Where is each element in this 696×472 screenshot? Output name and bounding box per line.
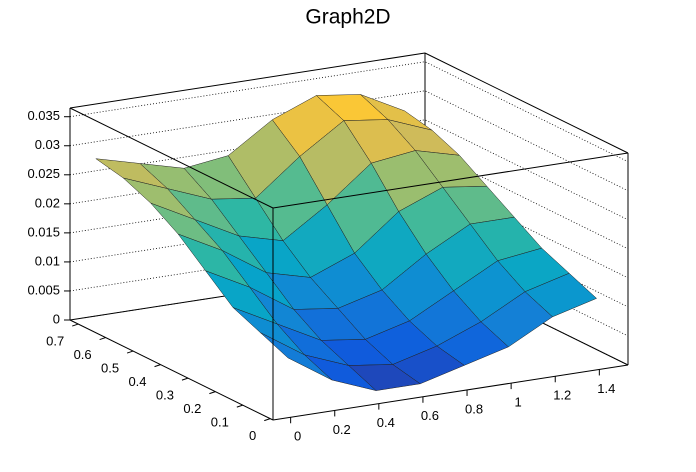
z-tick-label: 0.01 — [35, 253, 60, 268]
y-tick-label: 0.2 — [183, 401, 201, 416]
z-tick-label: 0.025 — [27, 166, 60, 181]
y-tick — [126, 350, 134, 354]
box-edge — [69, 319, 274, 421]
chart-title: Graph2D — [305, 6, 390, 29]
box-edge — [272, 364, 629, 421]
y-tick — [72, 323, 79, 327]
grid-line — [69, 61, 629, 163]
grid-line — [69, 177, 629, 279]
z-tick-label: 0.03 — [35, 137, 60, 152]
grid-line — [69, 90, 629, 192]
y-tick — [99, 337, 106, 341]
grid-line — [69, 148, 629, 250]
y-tick-label: 0.3 — [156, 388, 174, 403]
box-edge — [69, 107, 274, 209]
grid-line — [69, 119, 629, 221]
surface-cell — [260, 332, 333, 381]
y-tick — [209, 391, 216, 395]
y-tick-label: 0.4 — [128, 374, 146, 389]
y-tick-label: 0.7 — [46, 333, 64, 348]
z-tick-label: 0.015 — [27, 224, 60, 239]
box-edge — [272, 152, 629, 209]
x-tick-label: 0.8 — [465, 401, 483, 416]
grid-line — [69, 264, 629, 366]
x-tick-label: 0 — [294, 429, 301, 444]
z-tick-label: 0.02 — [35, 195, 60, 210]
y-tick — [236, 404, 243, 408]
y-tick-label: 0.1 — [211, 415, 229, 430]
box-edge — [424, 52, 629, 154]
x-tick-label: 0.2 — [333, 422, 351, 437]
y-tick-label: 0.6 — [74, 347, 92, 362]
box-edge — [69, 52, 426, 109]
y-tick-label: 0 — [249, 428, 256, 443]
x-tick-label: 0.4 — [377, 415, 395, 430]
z-tick-label: 0.005 — [27, 282, 60, 297]
y-tick — [264, 418, 271, 422]
x-tick-label: 1.2 — [553, 388, 571, 403]
x-tick-label: 0.6 — [421, 408, 439, 423]
y-tick-label: 0.5 — [101, 361, 119, 376]
x-tick-label: 1.4 — [597, 381, 615, 396]
y-tick — [154, 364, 161, 368]
x-tick-label: 1 — [515, 395, 522, 410]
z-tick-label: 0 — [53, 311, 60, 326]
y-tick — [181, 377, 189, 381]
z-tick-label: 0.035 — [27, 108, 60, 123]
